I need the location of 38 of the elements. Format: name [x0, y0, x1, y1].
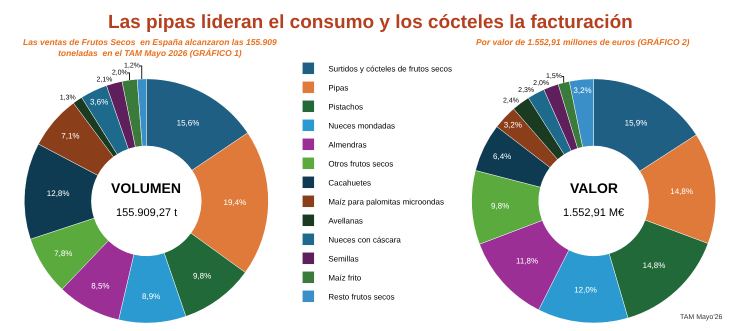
data-label: 19,4% — [223, 198, 246, 207]
legend-label: Avellanas — [328, 216, 363, 226]
data-label: 14,8% — [642, 261, 666, 270]
chart-title: Las pipas lideran el consumo y los cócteles la facturación — [108, 12, 633, 33]
chart-subtitle: Por valor de 1.552,91 millones de euros (GRÁFICO 2) — [476, 37, 690, 47]
legend-label: Otros frutos secos — [328, 159, 394, 168]
legend-label: Resto frutos secos — [328, 292, 395, 302]
chart-subtitle: Las ventas de Frutos Secos en España alcanzaron las 155.909 toneladas en el TAM Mayo 2026 (GRÁFICO 1) — [23, 37, 277, 58]
data-label: 11,8% — [516, 256, 538, 266]
text: VALOR — [570, 180, 618, 196]
data-label: 15,9% — [624, 118, 648, 128]
data-label: 15,6% — [176, 118, 200, 128]
data-label: 12,0% — [574, 285, 597, 294]
data-label: 12,8% — [46, 189, 70, 198]
data-label: 14,8% — [670, 186, 693, 196]
data-label: 3,2% — [573, 86, 592, 96]
data-label: 8,9% — [142, 292, 160, 301]
data-label: 6,4% — [493, 152, 512, 161]
legend-label: Nueces con cáscara — [328, 235, 402, 244]
text: 155.909,27 t — [116, 207, 178, 219]
text: VOLUMEN — [111, 180, 181, 196]
legend-label: Nueces mondadas — [328, 121, 396, 130]
legend-label: Maíz para palomitas microondas — [328, 197, 444, 206]
data-label: 3,6% — [90, 97, 108, 106]
text: 1.552,91 M€ — [563, 207, 624, 219]
data-label: 7,1% — [61, 131, 80, 140]
legend-label: Maíz frito — [328, 273, 362, 282]
legend-label: Pipas — [328, 83, 348, 92]
data-label: 8,5% — [91, 281, 110, 290]
data-label: 3,2% — [504, 120, 522, 130]
data-label: 9,8% — [490, 202, 510, 211]
legend-label: Pistachos — [328, 102, 364, 112]
data-label: 9,8% — [192, 272, 212, 281]
legend-label: Surtidos y cócteles de frutos secos — [328, 64, 452, 74]
legend-label: Cacahuetes — [328, 178, 372, 188]
legend-label: Semillas — [328, 254, 359, 264]
legend-label: Almendras — [328, 140, 367, 150]
data-label: 7,8% — [54, 248, 72, 258]
